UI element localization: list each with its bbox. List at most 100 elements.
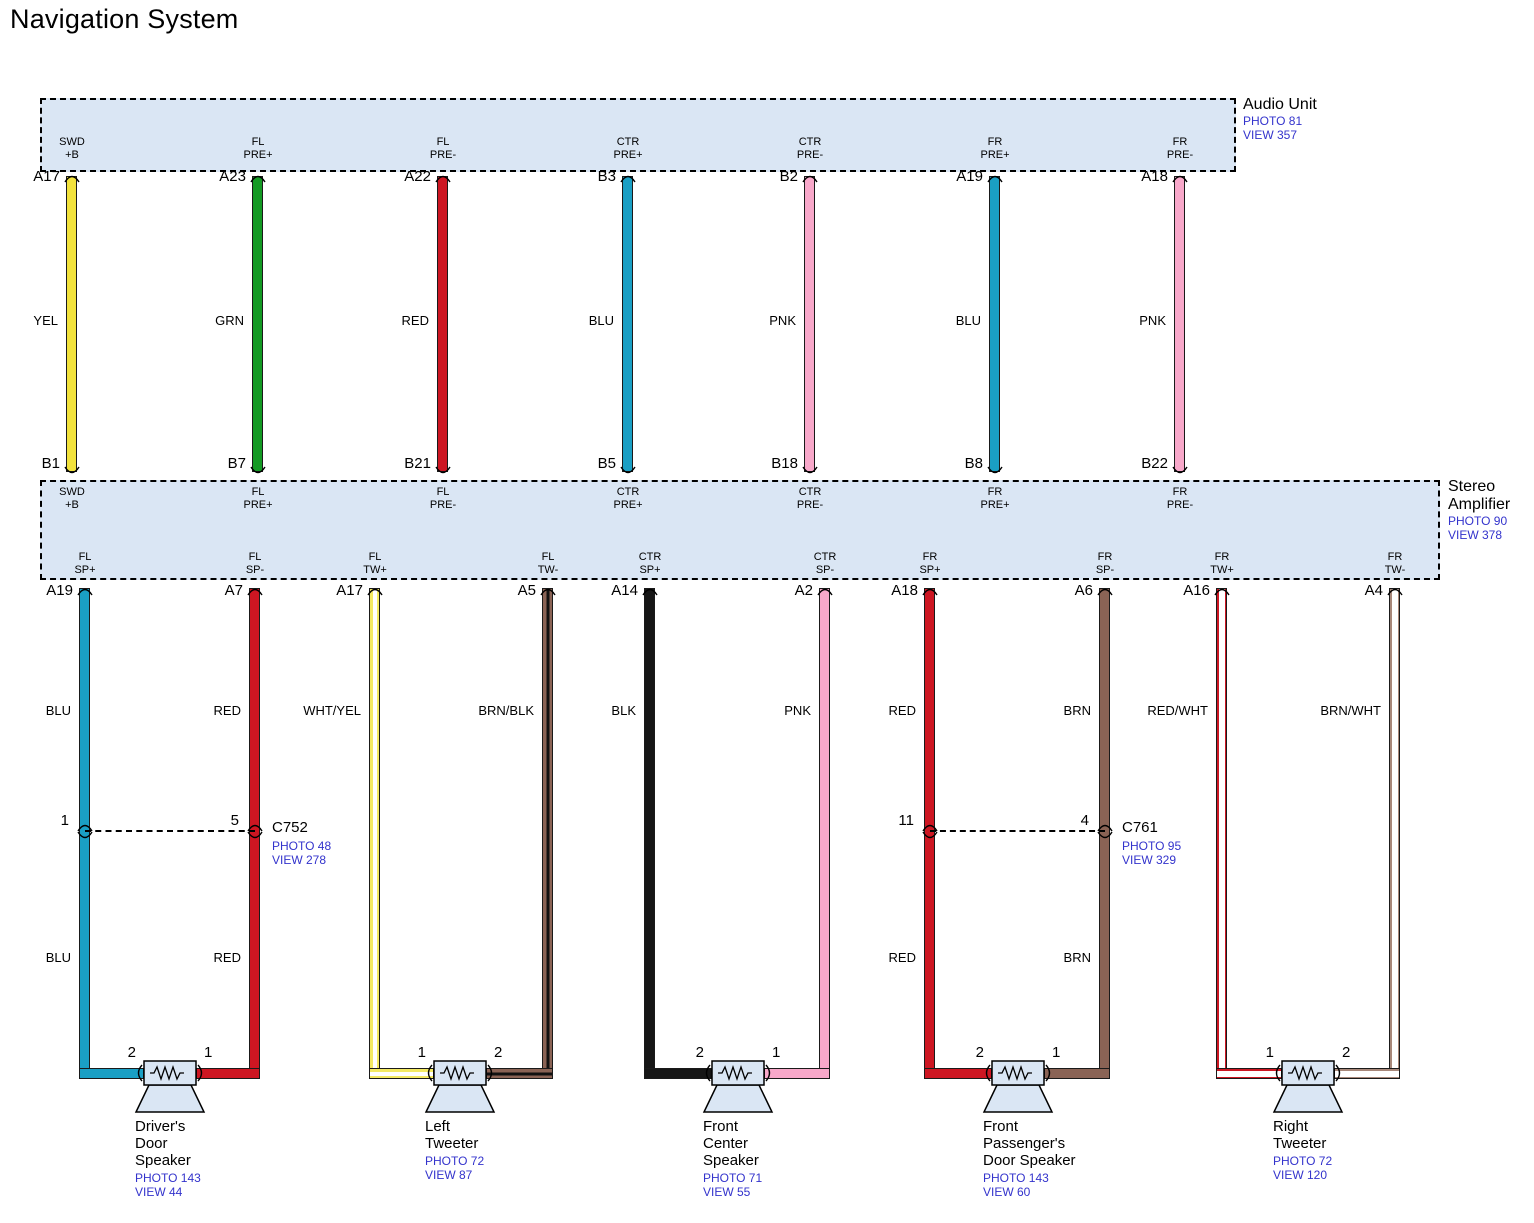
speaker-icon xyxy=(134,1060,206,1114)
connector-arc-icon xyxy=(249,170,267,183)
connector-arc-icon xyxy=(76,819,94,832)
speaker-view-link[interactable]: VIEW 87 xyxy=(425,1168,473,1182)
stereo-amplifier-photo-link[interactable]: PHOTO 90 xyxy=(1448,514,1508,528)
speaker-name: Driver's xyxy=(135,1118,186,1135)
wire-stripe xyxy=(370,1071,433,1076)
wire-b2 xyxy=(804,176,815,472)
connector-photo-link[interactable]: PHOTO 48 xyxy=(272,839,332,853)
audio-unit-photo-link[interactable]: PHOTO 81 xyxy=(1243,114,1303,128)
inline-connector-pin-number: 11 xyxy=(898,812,914,829)
amp-top-pin-function: CTR PRE+ xyxy=(613,486,643,511)
audio-unit-pin: A22 xyxy=(404,168,431,185)
speaker-name: Front xyxy=(983,1118,1019,1135)
wire-color-label: BRN/BLK xyxy=(478,703,534,718)
speaker-terminal-number: 2 xyxy=(695,1044,704,1061)
wire-a16 xyxy=(1216,588,1227,1079)
audio-unit-pin-function: FL PRE+ xyxy=(243,136,273,161)
connector-arc-icon xyxy=(76,828,94,839)
wire-color-label: RED/WHT xyxy=(1147,703,1208,718)
speaker-name: Passenger's xyxy=(983,1135,1066,1152)
wire-stripe xyxy=(546,589,549,1078)
wire-stripe xyxy=(487,1072,552,1075)
speaker-name: Center xyxy=(703,1135,749,1152)
speaker-terminal-number: 2 xyxy=(494,1044,503,1061)
connector-arc-icon xyxy=(63,170,81,183)
wire-color-label: RED xyxy=(213,950,241,965)
wire-color-label: RED xyxy=(888,950,916,965)
audio-unit-name: Audio Unit xyxy=(1243,96,1317,113)
audio-unit-pin-function: FR PRE- xyxy=(1166,136,1194,161)
wire-stripe xyxy=(1217,1070,1281,1077)
connector-arc-icon xyxy=(1096,819,1114,832)
speaker-name: Left xyxy=(425,1118,451,1135)
speaker-icon xyxy=(982,1060,1054,1114)
amp-input-pin: B21 xyxy=(404,455,431,472)
wire-stripe xyxy=(372,589,377,1078)
amp-bottom-pin-function: CTR SP+ xyxy=(638,551,662,576)
wire-a2 xyxy=(819,588,830,1079)
speaker-terminal-number: 1 xyxy=(1265,1044,1274,1061)
connector-arc-icon xyxy=(986,463,1004,474)
wire-a14 xyxy=(644,588,655,1079)
connector-photo-link[interactable]: PHOTO 95 xyxy=(1122,839,1182,853)
speaker-photo-link[interactable]: PHOTO 72 xyxy=(1273,1154,1333,1168)
amp-bottom-pin-function: FR TW+ xyxy=(1210,551,1234,576)
connector-arc-icon xyxy=(249,463,267,474)
audio-unit-pin: B2 xyxy=(779,168,798,185)
stereo-amplifier-name-line1: Stereo xyxy=(1448,478,1496,495)
wire-a5 xyxy=(542,588,553,1079)
connector-arc-icon xyxy=(619,170,637,183)
speaker-terminal-number: 1 xyxy=(772,1044,781,1061)
connector-arc-icon xyxy=(921,819,939,832)
speaker-photo-link[interactable]: PHOTO 143 xyxy=(983,1171,1049,1185)
speaker-terminal-number: 2 xyxy=(127,1044,136,1061)
speaker-terminal-number: 1 xyxy=(1052,1044,1061,1061)
audio-unit-pin-function: FR PRE+ xyxy=(980,136,1010,161)
amp-output-pin: A18 xyxy=(891,582,918,599)
wire-color-label: PNK xyxy=(769,313,796,328)
speaker-view-link[interactable]: VIEW 120 xyxy=(1273,1168,1328,1182)
audio-unit-pin-function: CTR PRE- xyxy=(796,136,824,161)
amp-output-pin: A19 xyxy=(46,582,73,599)
speaker-view-link[interactable]: VIEW 44 xyxy=(135,1185,183,1199)
speaker-terminal-number: 1 xyxy=(204,1044,213,1061)
speaker-photo-link[interactable]: PHOTO 143 xyxy=(135,1171,201,1185)
connector-arc-icon xyxy=(619,463,637,474)
speaker-photo-link[interactable]: PHOTO 72 xyxy=(425,1154,485,1168)
wire-stripe xyxy=(1218,589,1225,1078)
speaker-terminal-number: 1 xyxy=(417,1044,426,1061)
connector-arc-icon xyxy=(641,583,659,596)
inline-connector-line xyxy=(85,830,255,832)
connector-view-link[interactable]: VIEW 278 xyxy=(272,853,327,867)
amp-output-pin: A7 xyxy=(224,582,243,599)
wire-color-label: BLK xyxy=(611,703,636,718)
amp-bottom-pin-function: FL TW+ xyxy=(363,551,387,576)
connector-arc-icon xyxy=(986,170,1004,183)
connector-view-link[interactable]: VIEW 329 xyxy=(1122,853,1177,867)
wire-a5-run xyxy=(486,1068,553,1079)
speaker-view-link[interactable]: VIEW 55 xyxy=(703,1185,751,1199)
wire-color-label: RED xyxy=(401,313,429,328)
stereo-amplifier-view-link[interactable]: VIEW 378 xyxy=(1448,528,1503,542)
amp-top-pin-function: FL PRE+ xyxy=(243,486,273,511)
speaker-icon xyxy=(1272,1060,1344,1114)
speaker-view-link[interactable]: VIEW 60 xyxy=(983,1185,1031,1199)
audio-unit-box xyxy=(40,98,1236,172)
amp-output-pin: A2 xyxy=(794,582,813,599)
connector-arc-icon xyxy=(246,819,264,832)
wire-a17 xyxy=(369,588,380,1079)
wire-color-label: GRN xyxy=(215,313,244,328)
connector-arc-icon xyxy=(816,583,834,596)
speaker-photo-link[interactable]: PHOTO 71 xyxy=(703,1171,763,1185)
audio-unit-view-link[interactable]: VIEW 357 xyxy=(1243,128,1298,142)
connector-arc-icon xyxy=(1096,583,1114,596)
speaker-name: Door xyxy=(135,1135,168,1152)
wire-color-label: RED xyxy=(888,703,916,718)
speaker-name: Right xyxy=(1273,1118,1309,1135)
amp-input-pin: B1 xyxy=(41,455,60,472)
stereo-amplifier-name-line2: Amplifier xyxy=(1448,496,1511,513)
audio-unit-pin-function: SWD +B xyxy=(59,136,85,161)
connector-arc-icon xyxy=(1213,583,1231,596)
connector-arc-icon xyxy=(801,463,819,474)
wire-a4 xyxy=(1389,588,1400,1079)
